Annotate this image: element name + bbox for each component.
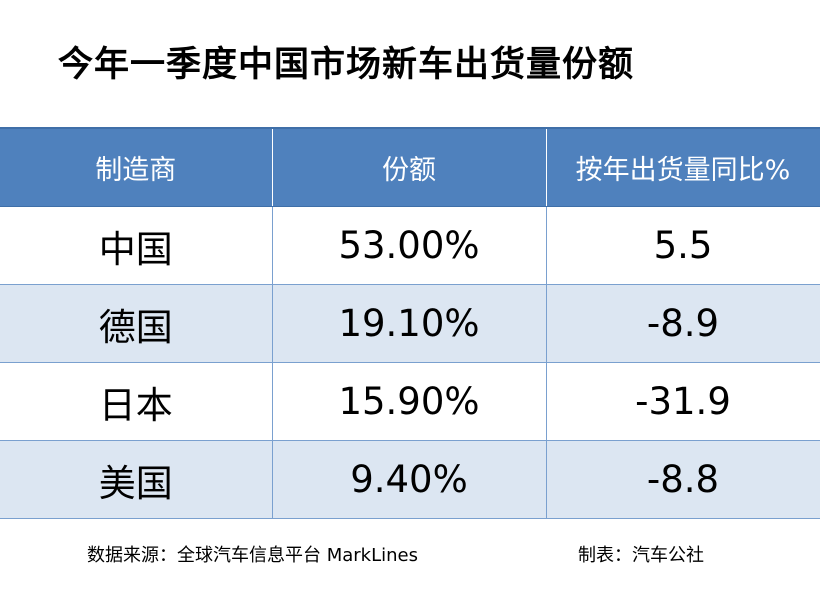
chart-title: 今年一季度中国市场新车出货量份额 [58,45,635,85]
column-header-share: 份额 [271,127,547,207]
table-row: 美国 9.40% -8.8 [0,440,820,519]
table-row: 中国 53.00% 5.5 [0,206,820,285]
cell-yoy: 5.5 [545,206,820,285]
column-header-yoy: 按年出货量同比% [545,127,820,207]
cell-share: 19.10% [271,284,547,363]
share-table: 制造商 份额 按年出货量同比% 中国 53.00% 5.5 德国 19.10% … [0,127,820,519]
cell-share: 9.40% [271,440,547,519]
cell-yoy: -8.8 [545,440,820,519]
table-row: 德国 19.10% -8.9 [0,284,820,363]
cell-share: 53.00% [271,206,547,285]
source-note: 数据来源：全球汽车信息平台 MarkLines [87,545,418,566]
table-row: 日本 15.90% -31.9 [0,362,820,441]
cell-maker: 中国 [0,206,273,285]
cell-share: 15.90% [271,362,547,441]
cell-maker: 美国 [0,440,273,519]
cell-yoy: -31.9 [545,362,820,441]
column-header-maker: 制造商 [0,127,273,207]
cell-maker: 德国 [0,284,273,363]
cell-maker: 日本 [0,362,273,441]
credit-note: 制表：汽车公社 [578,545,704,566]
cell-yoy: -8.9 [545,284,820,363]
table-header-row: 制造商 份额 按年出货量同比% [0,127,820,207]
